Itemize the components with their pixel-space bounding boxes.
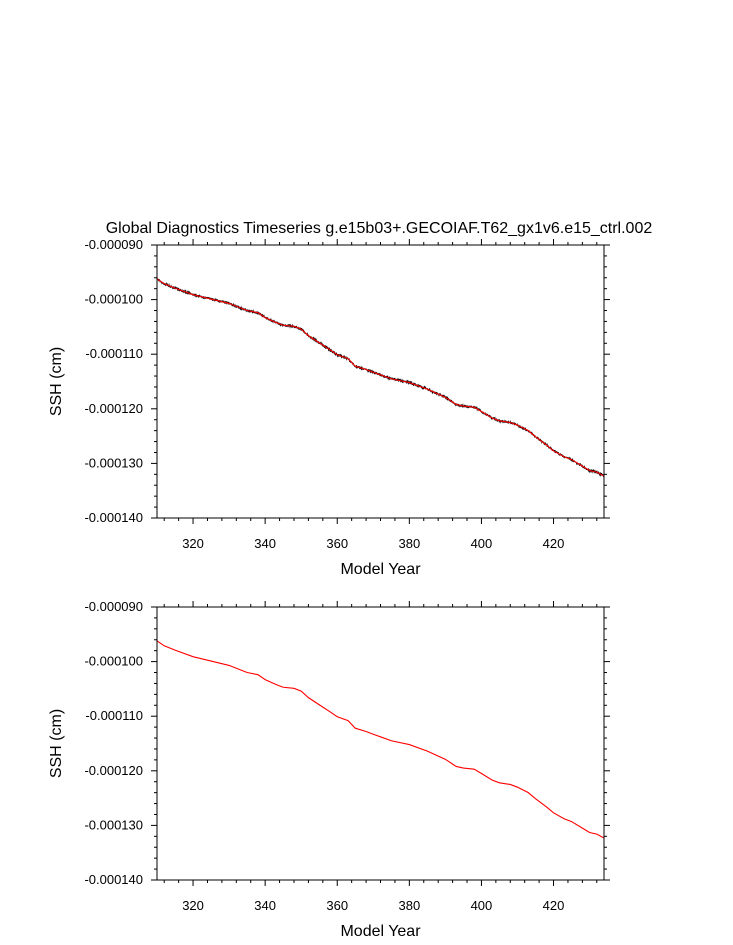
- x-tick-label: 340: [254, 536, 276, 551]
- x-axis-label: Model Year: [340, 561, 421, 578]
- x-tick-label: 320: [182, 536, 204, 551]
- y-axis-label: SSH (cm): [48, 347, 65, 416]
- y-tick-label: -0.000100: [84, 654, 143, 669]
- plot-frame: [156, 244, 605, 519]
- x-tick-label: 360: [326, 536, 348, 551]
- x-tick-label: 420: [543, 898, 565, 913]
- x-tick-label: 340: [254, 898, 276, 913]
- y-tick-label: -0.000120: [84, 401, 143, 416]
- x-tick-label: 320: [182, 898, 204, 913]
- series-line-annual: [157, 640, 604, 839]
- x-tick-label: 420: [543, 536, 565, 551]
- y-tick-label: -0.000100: [84, 292, 143, 307]
- x-tick-label: 400: [471, 536, 493, 551]
- y-tick-label: -0.000090: [84, 599, 143, 614]
- x-tick-label: 380: [398, 536, 420, 551]
- y-tick-label: -0.000130: [84, 817, 143, 832]
- y-tick-label: -0.000140: [84, 510, 143, 525]
- y-tick-label: -0.000090: [84, 237, 143, 252]
- x-tick-label: 400: [471, 898, 493, 913]
- y-tick-label: -0.000110: [85, 708, 143, 723]
- y-tick-label: -0.000110: [85, 346, 143, 361]
- bottom-panel: 320 340 360 380 400 420 -0.000090 -0.000100 -0.0…: [48, 599, 610, 940]
- x-axis-label: Model Year: [340, 923, 421, 940]
- x-tick-label: 380: [398, 898, 420, 913]
- plot-frame: [156, 606, 605, 881]
- y-tick-label: -0.000130: [84, 455, 143, 470]
- series-line-annual: [157, 278, 604, 477]
- y-axis-label: SSH (cm): [48, 709, 65, 778]
- y-tick-label: -0.000140: [84, 872, 143, 887]
- top-panel: 320 340 360 380 400 420 -0.000090 -0.000100 -0.0…: [48, 237, 610, 578]
- series-line-monthly: [157, 278, 604, 478]
- y-tick-label: -0.000120: [84, 763, 143, 778]
- chart-title: Global Diagnostics Timeseries g.e15b03+.…: [106, 220, 653, 237]
- x-tick-label: 360: [326, 898, 348, 913]
